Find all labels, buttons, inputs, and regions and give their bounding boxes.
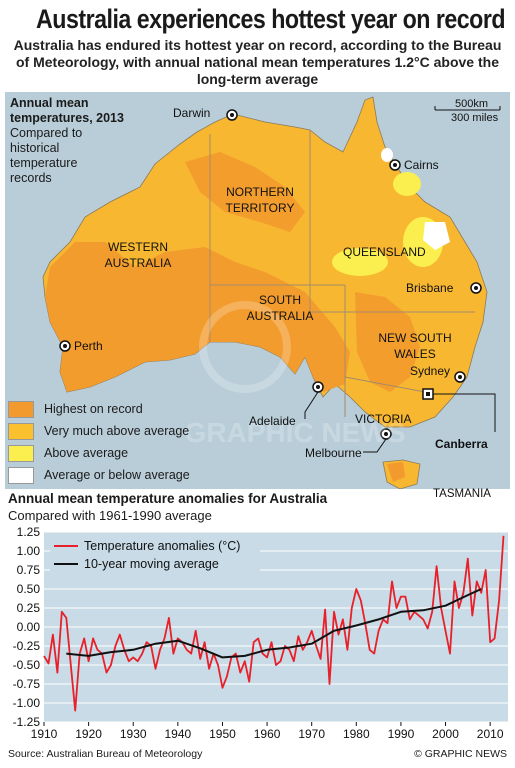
city-label-darwin: Darwin (173, 106, 211, 120)
legend-label: Above average (44, 446, 129, 460)
city-label-perth: Perth (74, 339, 103, 353)
watermark: GRAPHIC NEWS (185, 301, 406, 448)
city-label-melbourne: Melbourne (305, 446, 362, 460)
y-tick-label: -1.00 (13, 696, 41, 710)
x-tick-label: 2010 (477, 727, 504, 741)
record-heat-region (45, 242, 350, 392)
city-markers (59, 109, 482, 440)
leader-lines (304, 391, 496, 453)
x-tick-label: 1970 (298, 727, 325, 741)
chart-title: Annual mean temperature anomalies for Au… (8, 491, 328, 506)
y-tick-label: -0.25 (13, 639, 41, 653)
map-title: Annual mean temperatures, 2013 Compared … (10, 96, 150, 186)
chart-subtitle: Compared with 1961-1990 average (8, 508, 212, 523)
city-label-canberra: Canberra (435, 437, 488, 451)
state-label-vic: VICTORIA (355, 412, 412, 426)
temperature-anomaly-chart: 1.25 1.00 0.75 0.50 0.25 0.00 -0.25 -0.50 -0.75 -… (13, 526, 508, 741)
chart-series (43, 535, 505, 712)
copyright: © GRAPHIC NEWS (414, 748, 507, 760)
x-tick-label: 1960 (254, 727, 281, 741)
city-label-cairns: Cairns (404, 158, 439, 172)
scale-miles-label: 300 miles (451, 112, 499, 124)
legend-swatch (8, 422, 34, 440)
scale-bar (434, 106, 501, 111)
city-label-sydney: Sydney (410, 364, 451, 378)
legend-series-label: 10-year moving average (84, 557, 219, 571)
tasmania-record (387, 462, 405, 482)
legend-swatch (8, 400, 34, 418)
anomaly-series-line (43, 535, 505, 712)
legend-item-average-below: Average or below average (8, 466, 190, 484)
australia-map: GRAPHIC NEWS (42, 96, 501, 489)
y-tick-label: 0.50 (17, 582, 41, 596)
x-tick-label: 2000 (432, 727, 459, 741)
legend-series-label: Temperature anomalies (°C) (84, 539, 240, 553)
y-tick-label: 1.00 (17, 544, 41, 558)
record-heat-region-north (185, 152, 305, 232)
moving-average-line (66, 588, 482, 659)
city-label-adelaide: Adelaide (249, 414, 296, 428)
legend-label: Highest on record (44, 402, 143, 416)
above-average-patch (332, 248, 388, 276)
y-tick-label: -0.50 (13, 658, 41, 672)
source-note: Source: Australian Bureau of Meteorology (8, 748, 203, 760)
state-label-nt: NORTHERN TERRITORY (225, 185, 295, 215)
state-label-tas: TASMANIA (433, 488, 491, 500)
y-tick-label: 1.25 (17, 526, 41, 539)
scale-km-label: 500km (455, 98, 489, 110)
average-below-patch (381, 148, 393, 162)
legend-label: Very much above average (44, 424, 190, 438)
legend-label: Average or below average (44, 468, 190, 482)
page-subtitle: Australia has endured its hottest year o… (13, 37, 502, 87)
state-label-qld: QUEENSLAND (343, 245, 426, 259)
y-tick-label: 0.75 (17, 563, 41, 577)
legend-swatch (8, 444, 34, 462)
x-tick-label: 1990 (388, 727, 415, 741)
x-tick-label: 1950 (209, 727, 236, 741)
above-average-patch (393, 172, 421, 196)
y-tick-label: -0.75 (13, 677, 41, 691)
y-tick-label: 0.25 (17, 601, 41, 615)
x-tick-label: 1980 (343, 727, 370, 741)
legend-item-very-much-above: Very much above average (8, 422, 189, 440)
watermark-text: GRAPHIC NEWS (185, 417, 406, 448)
state-label-nsw: NEW SOUTH WALES (378, 331, 452, 361)
chart-legend: Temperature anomalies (°C) 10-year moving… (50, 536, 260, 574)
state-label-sa: SOUTH AUSTRALIA (246, 293, 314, 323)
y-tick-label: 0.00 (17, 620, 41, 634)
map-title-bold: Annual mean temperatures, 2013 (10, 96, 124, 125)
state-label-wa: WESTERN AUSTRALIA (104, 240, 172, 270)
legend-box (50, 536, 260, 574)
page-title: Australia experiences hottest year on re… (36, 4, 506, 34)
record-heat-region-east (355, 292, 420, 392)
legend-swatch (8, 466, 34, 484)
x-axis-ticks: 1910 1920 1930 1940 1950 1960 1970 1980 1990 2000… (31, 722, 504, 741)
australia-map-panel: GRAPHIC NEWS Annual mean temperatures, 2… (5, 92, 510, 500)
y-tick-label: -1.25 (13, 715, 41, 729)
legend-item-above: Above average (8, 444, 128, 462)
average-below-patch (423, 222, 450, 250)
legend-item-highest: Highest on record (8, 400, 143, 418)
x-tick-label: 1930 (120, 727, 147, 741)
city-label-brisbane: Brisbane (406, 281, 454, 295)
map-title-sub: Compared to historical temperature recor… (10, 126, 83, 185)
state-borders (209, 130, 475, 417)
y-axis-ticks: 1.25 1.00 0.75 0.50 0.25 0.00 -0.25 -0.50 -0.75 -… (13, 526, 41, 729)
x-tick-label: 1910 (31, 727, 58, 741)
x-tick-label: 1920 (75, 727, 102, 741)
x-tick-label: 1940 (164, 727, 191, 741)
